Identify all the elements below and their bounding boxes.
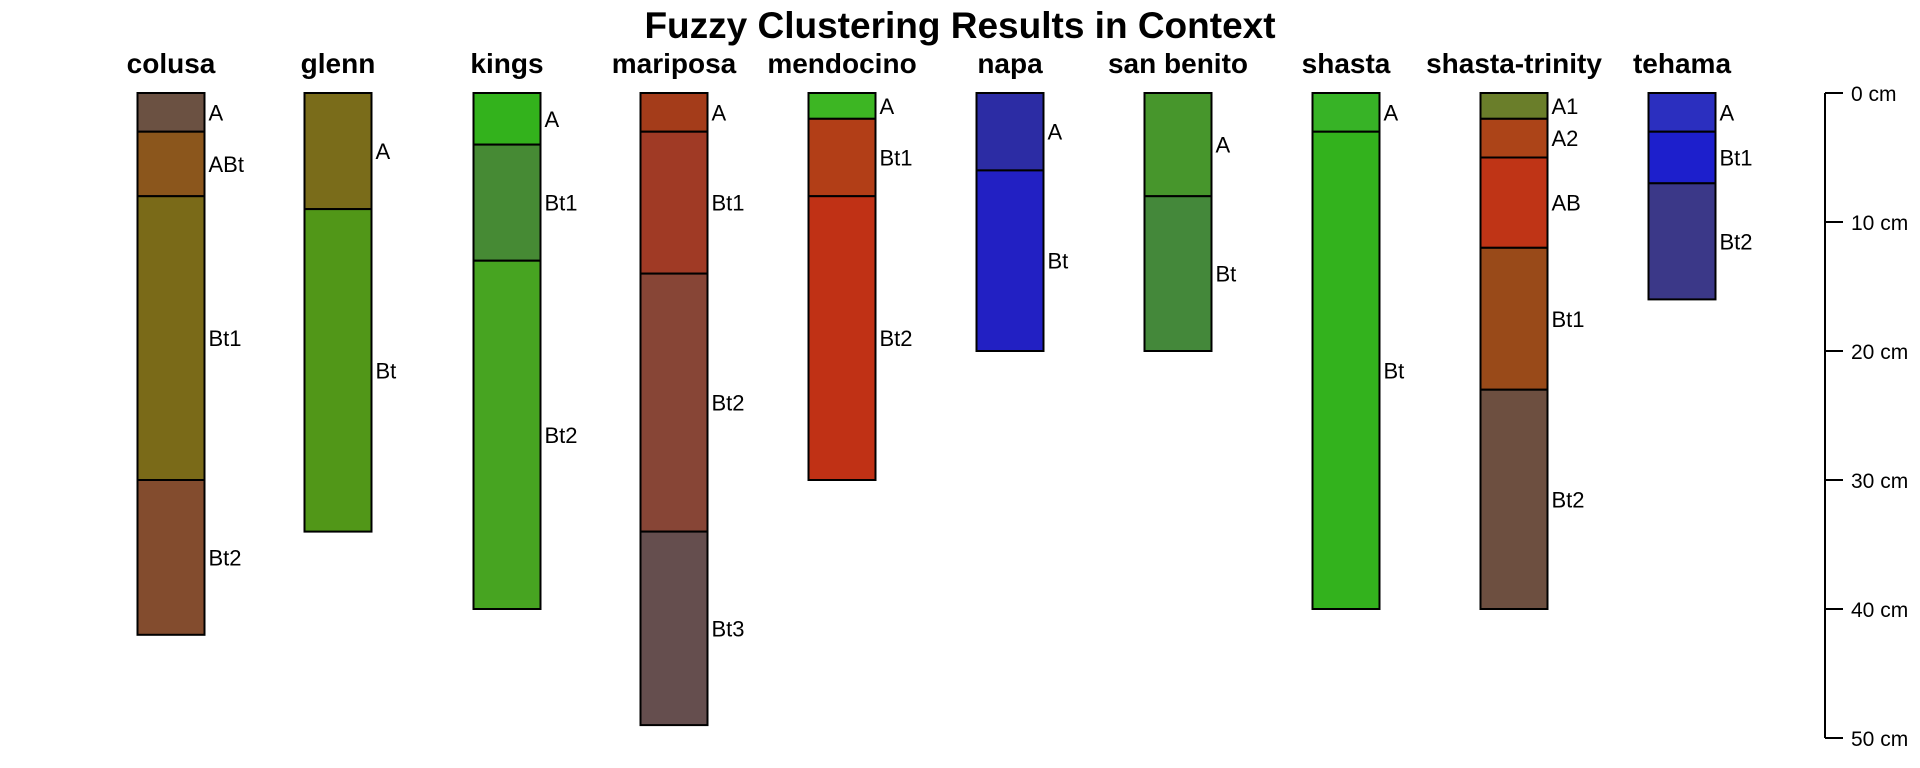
profile-san-benito: san benito A Bt <box>1108 48 1248 352</box>
horizon-ab <box>1479 156 1549 249</box>
horizon-label: Bt <box>1048 249 1069 274</box>
profile-colusa: colusa A ABt Bt1 Bt2 <box>127 48 244 636</box>
horizon-a <box>807 92 877 120</box>
horizon-label: Bt1 <box>545 191 578 216</box>
profile-name: glenn <box>301 48 376 79</box>
horizon-a <box>136 92 206 133</box>
horizon-label: A2 <box>1552 126 1579 151</box>
horizon-bt <box>975 169 1045 352</box>
horizon-label: Bt <box>376 358 397 383</box>
horizon-bt <box>1143 195 1213 352</box>
horizon-abt <box>136 130 206 198</box>
horizon-bt3 <box>639 530 709 727</box>
horizon-a2 <box>1479 117 1549 159</box>
horizon-a <box>1647 92 1717 133</box>
depth-tick-label: 10 cm <box>1851 212 1908 235</box>
profile-name: kings <box>470 48 543 79</box>
horizon-label: A <box>376 139 391 164</box>
horizon-bt2 <box>472 259 542 610</box>
depth-tick-label: 30 cm <box>1851 470 1908 493</box>
depth-tick-label: 40 cm <box>1851 599 1908 622</box>
depth-axis: 0 cm 10 cm 20 cm 30 cm 40 cm 50 cm <box>1824 83 1908 751</box>
horizon-bt1 <box>1479 246 1549 391</box>
depth-tick-label: 0 cm <box>1851 83 1897 106</box>
profiles-layer: colusaAABtBt1Bt2glennABtkingsABt1Bt2mari… <box>127 48 1753 727</box>
horizon-label: A <box>545 107 560 132</box>
horizon-label: Bt2 <box>209 545 242 570</box>
horizon-label: Bt1 <box>1552 307 1585 332</box>
horizon-bt2 <box>807 195 877 481</box>
horizon-a1 <box>1479 92 1549 120</box>
profile-mendocino: mendocino A Bt1 Bt2 <box>767 48 917 481</box>
horizon-label: Bt2 <box>545 423 578 448</box>
horizon-a <box>303 92 373 211</box>
profile-name: colusa <box>127 48 216 79</box>
horizon-label: A <box>1720 100 1735 125</box>
profile-name: shasta <box>1302 48 1391 79</box>
horizon-bt2 <box>639 272 709 533</box>
horizon-bt <box>1311 130 1381 610</box>
horizon-label: Bt2 <box>712 391 745 416</box>
horizon-label: ABt <box>209 152 244 177</box>
horizon-a <box>639 92 709 133</box>
profile-name: san benito <box>1108 48 1248 79</box>
horizon-label: A <box>209 100 224 125</box>
horizon-bt2 <box>1647 182 1717 301</box>
profile-glenn: glenn A Bt <box>301 48 397 533</box>
horizon-bt2 <box>1479 388 1549 611</box>
depth-tick-label: 20 cm <box>1851 341 1908 364</box>
profile-name: shasta-trinity <box>1426 48 1602 79</box>
profile-shasta: shasta A Bt <box>1302 48 1405 610</box>
horizon-label: Bt1 <box>1720 146 1753 171</box>
horizon-label: A1 <box>1552 94 1579 119</box>
horizon-a <box>1143 92 1213 198</box>
horizon-bt <box>303 208 373 533</box>
horizon-label: Bt <box>1216 262 1237 287</box>
horizon-a <box>1311 92 1381 133</box>
horizon-label: Bt3 <box>712 616 745 641</box>
horizon-label: Bt1 <box>880 146 913 171</box>
depth-tick-label: 50 cm <box>1851 728 1908 751</box>
profile-name: mendocino <box>767 48 916 79</box>
horizon-bt1 <box>807 117 877 198</box>
profile-name: napa <box>977 48 1043 79</box>
profile-name: mariposa <box>612 48 737 79</box>
profile-name: tehama <box>1633 48 1731 79</box>
figure-title: Fuzzy Clustering Results in Context <box>644 5 1275 46</box>
horizon-bt1 <box>639 130 709 275</box>
profile-tehama: tehama A Bt1 Bt2 <box>1633 48 1753 301</box>
horizon-bt1 <box>136 195 206 481</box>
horizon-label: Bt2 <box>1720 229 1753 254</box>
horizon-label: Bt2 <box>880 326 913 351</box>
profile-napa: napa A Bt <box>975 48 1069 352</box>
horizon-label: A <box>880 94 895 119</box>
profile-kings: kings A Bt1 Bt2 <box>470 48 578 610</box>
horizon-label: Bt1 <box>209 326 242 351</box>
horizon-label: Bt2 <box>1552 487 1585 512</box>
horizon-label: A <box>1384 100 1399 125</box>
horizon-bt1 <box>1647 130 1717 185</box>
horizon-label: Bt1 <box>712 191 745 216</box>
horizon-bt1 <box>472 143 542 262</box>
horizon-label: A <box>1216 133 1231 158</box>
horizon-a <box>472 92 542 146</box>
horizon-label: AB <box>1552 191 1581 216</box>
horizon-label: A <box>1048 120 1063 145</box>
horizon-label: A <box>712 100 727 125</box>
profile-mariposa: mariposa A Bt1 Bt2 Bt3 <box>612 48 745 727</box>
horizon-label: Bt <box>1384 358 1405 383</box>
profile-shasta-trinity: shasta-trinity A1 A2 AB Bt1 Bt2 <box>1426 48 1602 611</box>
horizon-a <box>975 92 1045 172</box>
horizon-bt2 <box>136 479 206 636</box>
